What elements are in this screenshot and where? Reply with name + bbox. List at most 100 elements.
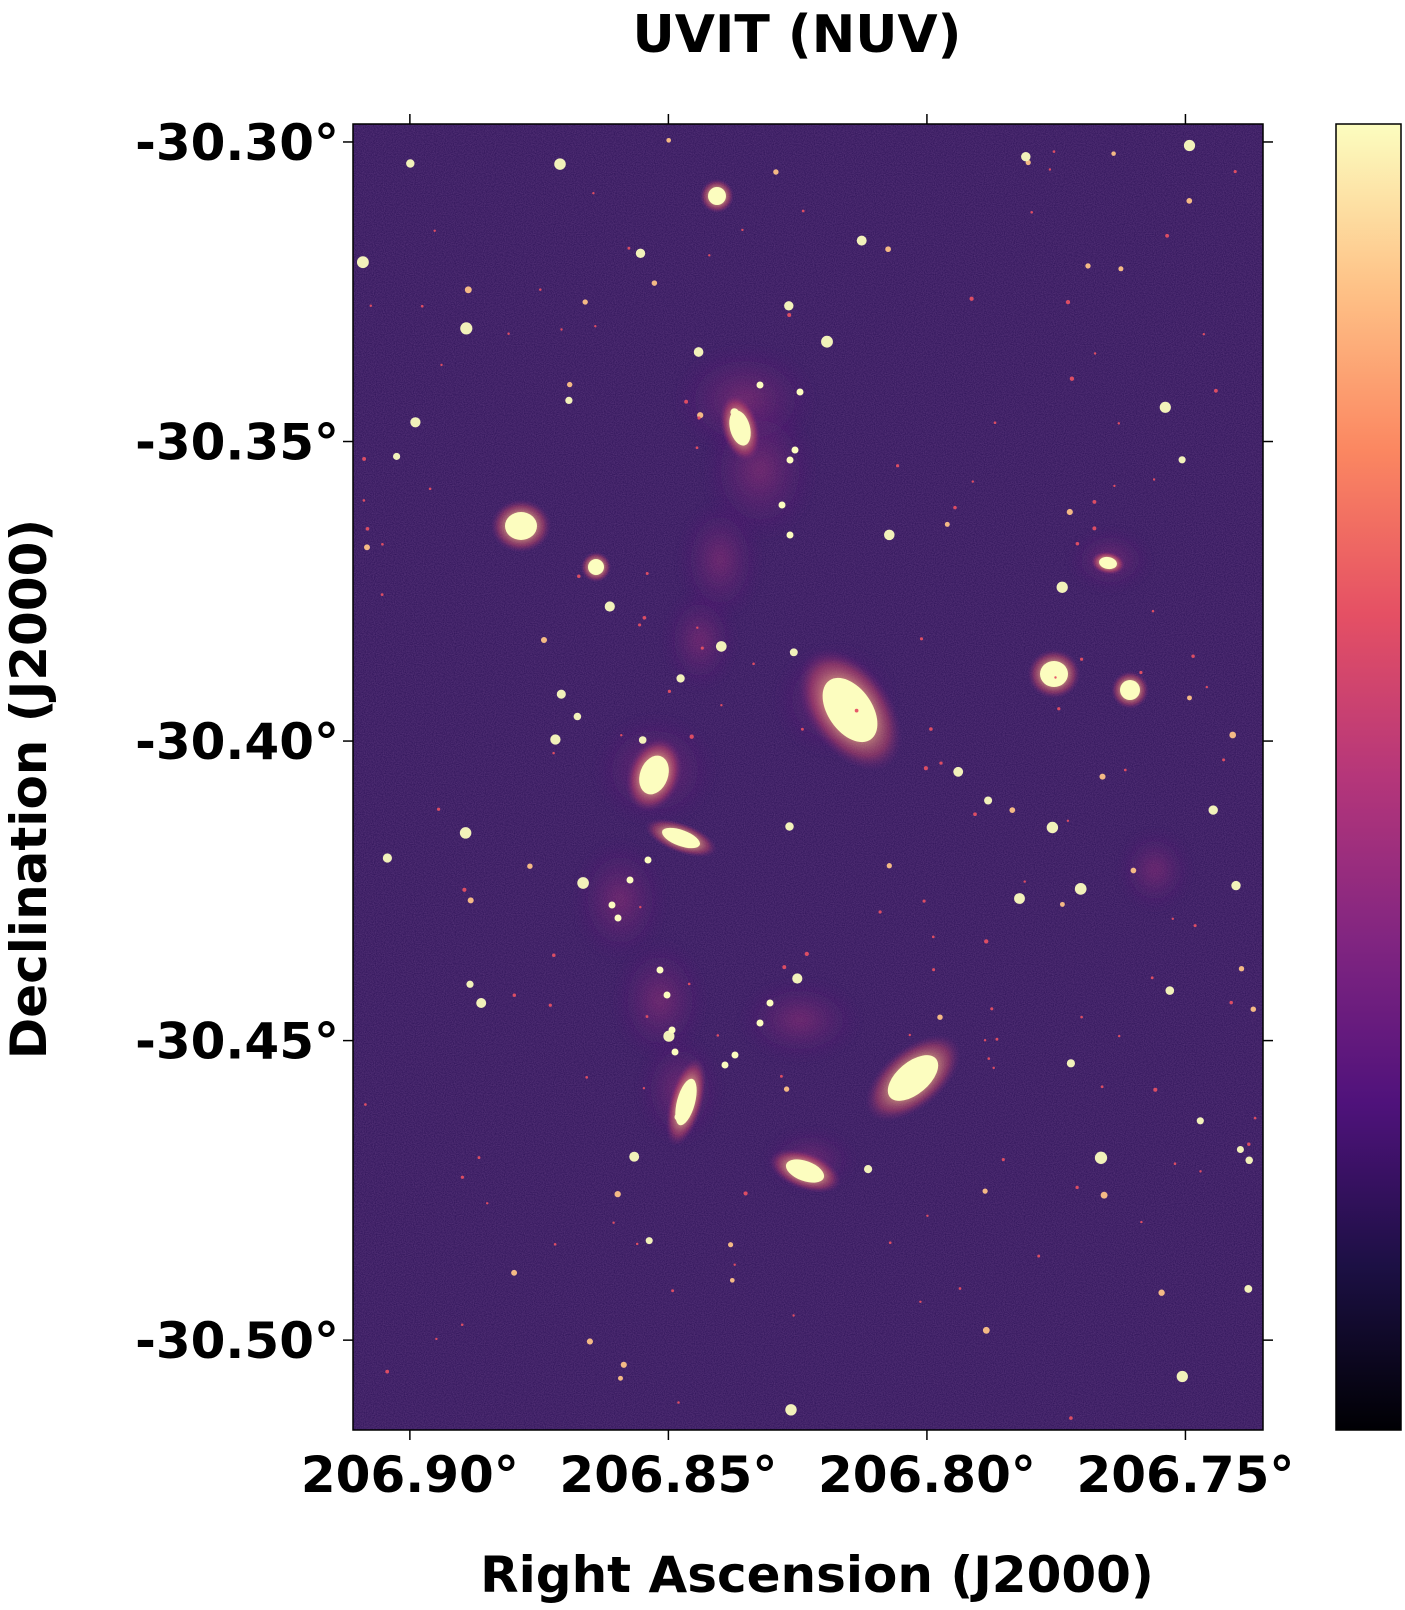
point-source: [567, 381, 573, 388]
point-source: [1153, 1087, 1158, 1092]
point-source: [436, 807, 441, 811]
point-source: [1074, 883, 1087, 895]
figure-title: UVIT (NUV): [633, 5, 962, 65]
point-source: [783, 1086, 790, 1092]
point-source: [1085, 263, 1091, 269]
point-source: [995, 1037, 999, 1041]
point-source: [420, 304, 424, 308]
point-source: [612, 1221, 615, 1224]
point-source: [1250, 1006, 1257, 1012]
point-source: [511, 1269, 518, 1276]
star-forming-knot: [626, 876, 634, 884]
point-source: [1150, 976, 1154, 980]
point-source: [604, 601, 615, 612]
point-source: [800, 727, 804, 731]
diffuse-emission: [575, 840, 665, 960]
point-source: [550, 734, 561, 745]
point-source: [552, 953, 556, 958]
point-source: [984, 796, 993, 805]
point-source: [752, 662, 755, 666]
x-axis-label: Right Ascension (J2000): [480, 1546, 1154, 1604]
x-tick-label: 206.90°: [301, 1446, 519, 1504]
point-source: [741, 228, 744, 232]
point-source: [1165, 986, 1175, 995]
point-source: [410, 417, 421, 428]
point-source: [1183, 139, 1196, 152]
point-source: [620, 1361, 627, 1368]
point-source: [585, 1076, 589, 1079]
point-source: [854, 708, 859, 713]
point-source: [801, 209, 805, 213]
x-axis-ticks: 206.90° 206.85° 206.80° 206.75°: [301, 114, 1294, 1504]
point-source: [1009, 807, 1016, 813]
point-source: [1099, 773, 1106, 780]
point-source: [1117, 1034, 1121, 1038]
point-source: [773, 169, 779, 175]
point-source: [433, 229, 436, 233]
point-source: [884, 529, 895, 541]
point-source: [782, 965, 787, 970]
point-source: [356, 256, 369, 269]
point-source: [577, 877, 589, 889]
point-source: [677, 1401, 680, 1404]
point-source: [1245, 1156, 1253, 1165]
point-source: [1052, 150, 1056, 153]
point-source: [1208, 805, 1218, 815]
point-source: [560, 328, 563, 331]
bright-source: [662, 827, 700, 849]
point-source: [406, 159, 415, 168]
point-source: [459, 827, 472, 839]
colorbar-gradient: [1335, 123, 1402, 1431]
point-source: [937, 1014, 943, 1020]
point-source: [919, 1300, 922, 1304]
point-source: [1229, 1000, 1233, 1005]
point-source: [638, 623, 642, 627]
star-forming-knot: [791, 446, 799, 454]
bright-source: [1040, 661, 1068, 687]
point-source: [380, 593, 384, 596]
point-source: [540, 636, 548, 644]
star-forming-knot: [786, 531, 794, 539]
point-source: [1046, 821, 1059, 834]
point-source: [666, 137, 672, 143]
star-forming-knot: [674, 1113, 682, 1121]
point-source: [958, 1287, 962, 1290]
point-source: [987, 1057, 991, 1060]
point-source: [1158, 1289, 1165, 1296]
point-source: [1080, 657, 1084, 661]
point-source: [586, 1338, 593, 1345]
point-source: [393, 452, 401, 460]
point-source: [1117, 422, 1121, 425]
point-source: [460, 1175, 465, 1179]
point-source: [467, 897, 474, 904]
point-source: [485, 1202, 489, 1205]
point-source: [1059, 901, 1065, 907]
image-panel: [352, 123, 1264, 1431]
point-source: [689, 734, 694, 739]
point-source: [878, 910, 882, 914]
point-source: [922, 899, 926, 903]
point-source: [645, 1237, 653, 1245]
star-forming-knot: [614, 914, 622, 922]
point-source: [1187, 695, 1192, 701]
point-source: [1196, 1117, 1204, 1125]
point-source: [926, 1214, 929, 1218]
point-source: [993, 421, 997, 425]
point-source: [527, 863, 533, 869]
point-source: [385, 1369, 390, 1374]
point-source: [369, 304, 373, 307]
point-source: [639, 905, 642, 909]
point-source: [645, 572, 649, 575]
point-source: [953, 505, 957, 510]
point-source: [629, 1151, 640, 1162]
point-source: [1111, 151, 1116, 156]
point-source: [1030, 211, 1033, 214]
point-source: [594, 325, 597, 328]
point-source: [1199, 1170, 1202, 1173]
bright-source: [729, 410, 751, 446]
point-source: [1222, 758, 1226, 762]
bright-source: [675, 1078, 697, 1126]
point-source: [1123, 768, 1127, 772]
point-source: [539, 288, 542, 291]
image-frame: [352, 123, 1264, 1431]
